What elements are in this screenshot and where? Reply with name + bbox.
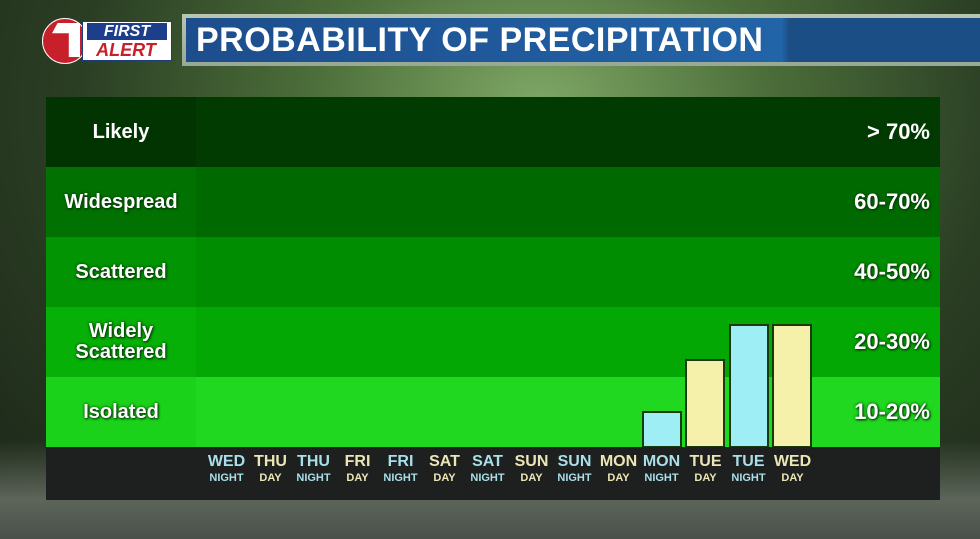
bar-wed-day <box>772 324 812 448</box>
x-tick: WED NIGHT <box>207 453 246 484</box>
band-range: 40-50% <box>854 259 930 284</box>
logo-number-11 <box>52 23 80 57</box>
x-tick: MON NIGHT <box>642 453 681 484</box>
band-label: Likely <box>92 120 150 143</box>
logo-circle <box>42 18 88 64</box>
band-label: Widespread <box>64 190 178 213</box>
x-tick: FRI DAY <box>344 453 371 484</box>
first-alert-logo: FIRST ALERT <box>42 18 172 64</box>
chart-panel: Likely > 70% Widespread 60-70% Scattered… <box>46 97 940 500</box>
bar-tue-night <box>729 324 769 448</box>
logo-wordmark: FIRST ALERT <box>82 21 172 61</box>
x-tick: TUE DAY <box>689 453 722 484</box>
bar-mon-night <box>642 411 682 448</box>
band-label: Isolated <box>83 400 159 423</box>
band-label: Scattered <box>75 260 167 283</box>
x-tick: TUE NIGHT <box>731 453 766 484</box>
x-tick: FRI NIGHT <box>383 453 418 484</box>
logo-alert-text: ALERT <box>96 40 156 60</box>
x-axis: WED NIGHT THU DAY THU NIGHT FRI DAY FRI NIGHT… <box>46 447 940 500</box>
band-widespread: Widespread 60-70% <box>46 167 940 237</box>
x-tick: SUN NIGHT <box>557 453 592 484</box>
band-range: 20-30% <box>854 329 930 354</box>
page-title: PROBABILITY OF PRECIPITATION <box>196 21 764 59</box>
x-tick: SAT DAY <box>429 453 460 484</box>
title-banner-inner: PROBABILITY OF PRECIPITATION <box>186 18 980 62</box>
x-tick: THU NIGHT <box>296 453 331 484</box>
title-banner: PROBABILITY OF PRECIPITATION <box>182 14 980 66</box>
x-tick: WED DAY <box>773 453 812 484</box>
band-range: 10-20% <box>854 399 930 424</box>
band-range: 60-70% <box>854 189 930 214</box>
band-scattered: Scattered 40-50% <box>46 237 940 307</box>
x-tick: SAT NIGHT <box>470 453 505 484</box>
band-likely: Likely > 70% <box>46 97 940 167</box>
x-tick: THU DAY <box>254 453 287 484</box>
logo-first-text: FIRST <box>87 23 167 40</box>
band-label: Widely Scattered <box>75 320 167 363</box>
x-tick: MON DAY <box>599 453 638 484</box>
x-tick: SUN DAY <box>514 453 549 484</box>
band-range: > 70% <box>867 119 930 144</box>
bar-tue-day <box>685 359 725 448</box>
